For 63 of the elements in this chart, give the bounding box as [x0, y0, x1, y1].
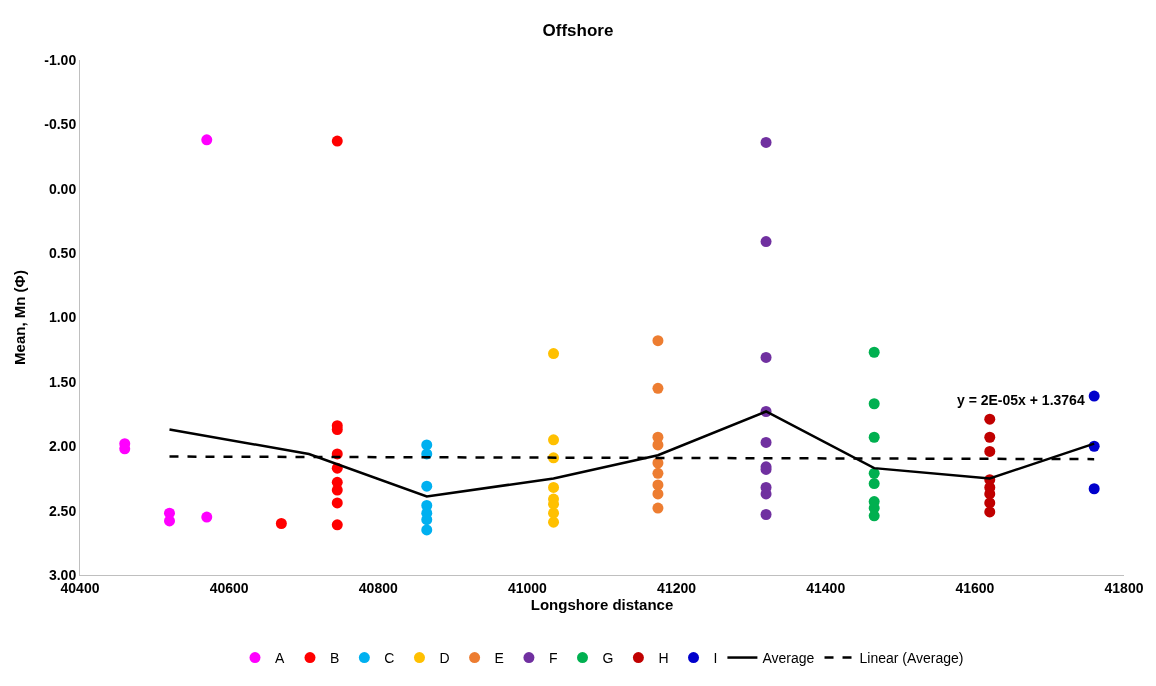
- point: [760, 351, 772, 363]
- y-tick-label: 1.00: [48, 309, 77, 326]
- y-tick-label: 2.50: [48, 502, 77, 519]
- point: [201, 134, 213, 146]
- point: [760, 236, 772, 248]
- y-tick-label: 0.00: [48, 180, 77, 197]
- legend-label: Average: [762, 650, 815, 667]
- point: [275, 518, 287, 529]
- x-axis-title: Longshore distance: [530, 595, 674, 613]
- point: [331, 497, 343, 509]
- point: [760, 436, 772, 448]
- legend-label: H: [658, 650, 669, 667]
- point: [868, 478, 880, 490]
- point: [652, 488, 664, 500]
- legend-label: D: [439, 650, 450, 667]
- point: [984, 445, 996, 457]
- point: [868, 398, 880, 410]
- point: [201, 511, 213, 523]
- y-tick-label: -0.50: [44, 116, 77, 133]
- x-tick-label: 40800: [358, 579, 398, 596]
- y-tick-label: 1.50: [48, 373, 77, 390]
- point: [548, 516, 560, 528]
- point: [652, 335, 664, 347]
- point: [548, 481, 560, 493]
- legend-label: A: [275, 650, 285, 667]
- point: [421, 480, 433, 492]
- point: [652, 467, 664, 479]
- point: [760, 136, 772, 148]
- y-tick-label: -1.00: [44, 51, 77, 68]
- legend-label: Linear (Average): [859, 650, 964, 667]
- legend-label: F: [548, 650, 558, 667]
- point: [1088, 483, 1100, 495]
- legend-label: G: [602, 650, 614, 667]
- x-tick-label: 41200: [657, 579, 697, 596]
- y-tick-label: 0.50: [48, 245, 77, 262]
- point: [548, 507, 560, 519]
- point: [548, 348, 560, 360]
- point: [868, 431, 880, 443]
- legend-label: I: [713, 650, 718, 667]
- x-tick-label: 41400: [806, 579, 846, 596]
- point: [331, 519, 343, 531]
- point: [984, 413, 996, 425]
- point: [652, 382, 664, 394]
- point: [331, 135, 343, 147]
- x-tick-label: 41800: [1104, 579, 1144, 596]
- x-tick-label: 40600: [209, 579, 249, 596]
- point: [1088, 390, 1100, 402]
- point: [760, 508, 772, 520]
- point: [984, 431, 996, 443]
- legend-label: B: [330, 650, 340, 667]
- point: [652, 502, 664, 514]
- x-tick-label: 41000: [507, 579, 548, 596]
- point: [868, 346, 880, 358]
- legend-label: C: [384, 650, 395, 667]
- point: [421, 524, 433, 536]
- chart-title: Offshore: [542, 20, 614, 40]
- y-tick-label: 2.00: [48, 438, 77, 455]
- annotation: y = 2E-05x + 1.3764: [957, 392, 1085, 408]
- x-tick-label: 41600: [955, 579, 995, 596]
- point: [548, 434, 560, 446]
- point: [984, 506, 996, 518]
- y-axis-title: Mean, Mn (Φ): [10, 270, 28, 365]
- legend-label: E: [494, 650, 504, 667]
